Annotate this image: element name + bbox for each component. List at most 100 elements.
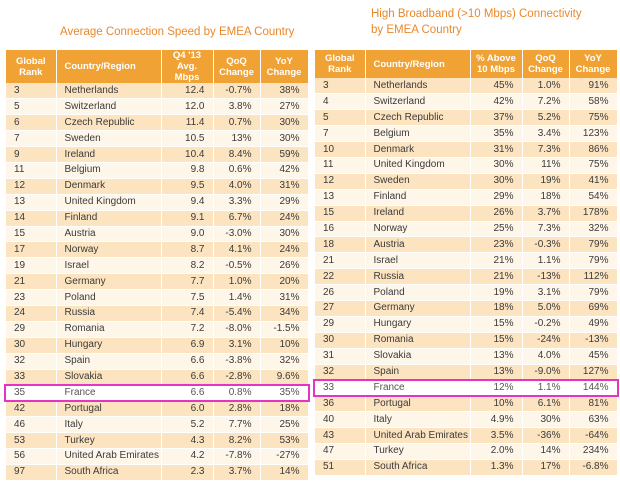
high-broadband-cell-qoq: -24% [522, 332, 570, 349]
high-broadband-cell-qoq: 3.1% [522, 284, 570, 301]
high-broadband-cell-qoq: -0.2% [522, 316, 570, 333]
high-broadband-cell-rank: 30 [315, 332, 366, 349]
high-broadband-header-value: % Above 10 Mbps [470, 50, 523, 78]
high-broadband-cell-value: 37% [470, 109, 523, 127]
high-broadband-cell-rank: 21 [315, 252, 366, 270]
high-broadband-cell-country: Russia [365, 268, 471, 286]
high-broadband-table: Global Rank Country/Region% Above 10 Mbps Qo… [315, 50, 618, 476]
avg-speed-body: 3 Netherlands 12.4 -0.7% 38% 5 Switzerland 12.0… [6, 83, 309, 481]
table-row: 11 United Kingdom 30% 11% 75% [315, 157, 618, 174]
high-broadband-cell-value: 13% [470, 348, 523, 365]
high-broadband-cell-country: France [365, 379, 471, 397]
avg-speed-header-yoy: YoY Change [260, 50, 309, 83]
table-row: 4 Switzerland 42% 7.2% 58% [315, 93, 618, 111]
avg-speed-cell-qoq: 8.4% [213, 146, 261, 163]
avg-speed-cell-rank: 56 [6, 448, 57, 465]
table-row: 35 France 6.6 0.8% 35% [6, 384, 309, 402]
avg-speed-cell-value: 7.4 [161, 305, 214, 322]
high-broadband-cell-rank: 7 [315, 125, 366, 143]
avg-speed-cell-qoq: 13% [213, 130, 261, 148]
table-row: 5 Czech Republic 37% 5.2% 75% [315, 109, 618, 127]
avg-speed-table: Global Rank Country/Region Q4 '13 Avg. Mbps Q… [6, 50, 309, 481]
avg-speed-cell-qoq: -7.8% [213, 448, 261, 465]
avg-speed-cell-value: 9.4 [161, 194, 214, 211]
high-broadband-cell-value: 4.9% [470, 411, 523, 429]
high-broadband-title-line2: by EMEA Country [371, 24, 462, 36]
high-broadband-cell-yoy: 112% [569, 268, 618, 286]
high-broadband-cell-value: 2.0% [470, 443, 523, 460]
high-broadband-cell-yoy: 69% [569, 300, 618, 317]
avg-speed-cell-yoy: 38% [260, 83, 309, 100]
avg-speed-cell-rank: 21 [6, 273, 57, 291]
avg-speed-cell-country: Netherlands [56, 83, 162, 100]
avg-speed-cell-yoy: 53% [260, 432, 309, 449]
high-broadband-cell-rank: 31 [315, 348, 366, 365]
avg-speed-cell-yoy: 27% [260, 98, 309, 116]
high-broadband-cell-rank: 43 [315, 427, 366, 444]
avg-speed-cell-qoq: 4.0% [213, 178, 261, 195]
high-broadband-cell-rank: 12 [315, 173, 366, 190]
avg-speed-cell-rank: 53 [6, 432, 57, 449]
avg-speed-cell-yoy: 32% [260, 353, 309, 370]
table-row: 7 Belgium 35% 3.4% 123% [315, 125, 618, 143]
avg-speed-cell-rank: 5 [6, 98, 57, 116]
high-broadband-cell-country: Portugal [365, 395, 471, 413]
avg-speed-cell-rank: 17 [6, 241, 57, 259]
avg-speed-cell-yoy: 9.6% [260, 369, 309, 386]
high-broadband-cell-country: Poland [365, 284, 471, 301]
high-broadband-cell-country: Netherlands [365, 78, 471, 95]
avg-speed-cell-country: Romania [56, 321, 162, 338]
avg-speed-cell-value: 4.3 [161, 432, 214, 449]
avg-speed-header-rank: Global Rank [6, 50, 57, 83]
high-broadband-cell-country: Finland [365, 189, 471, 206]
avg-speed-cell-yoy: 35% [260, 384, 309, 402]
avg-speed-cell-qoq: 8.2% [213, 432, 261, 449]
high-broadband-cell-rank: 26 [315, 284, 366, 301]
high-broadband-cell-yoy: 127% [569, 364, 618, 381]
high-broadband-cell-yoy: 75% [569, 109, 618, 127]
high-broadband-cell-qoq: 17% [522, 459, 570, 476]
avg-speed-cell-value: 8.7 [161, 241, 214, 259]
high-broadband-cell-country: Norway [365, 221, 471, 238]
avg-speed-cell-country: Russia [56, 305, 162, 322]
high-broadband-cell-value: 26% [470, 205, 523, 222]
high-broadband-cell-rank: 40 [315, 411, 366, 429]
avg-speed-cell-rank: 14 [6, 210, 57, 227]
table-row: 56 United Arab Emirates 4.2 -7.8% -27% [6, 448, 309, 465]
high-broadband-cell-country: Switzerland [365, 93, 471, 111]
high-broadband-cell-yoy: 63% [569, 411, 618, 429]
high-broadband-cell-country: Belgium [365, 125, 471, 143]
high-broadband-cell-country: Denmark [365, 141, 471, 158]
avg-speed-cell-country: Spain [56, 353, 162, 370]
avg-speed-cell-value: 10.4 [161, 146, 214, 163]
high-broadband-cell-rank: 22 [315, 268, 366, 286]
high-broadband-cell-yoy: 144% [569, 379, 618, 397]
table-row: 32 Spain 6.6 -3.8% 32% [6, 353, 309, 370]
high-broadband-cell-country: Israel [365, 252, 471, 270]
table-row: 33 Slovakia 6.6 -2.8% 9.6% [6, 369, 309, 386]
avg-speed-cell-country: Belgium [56, 162, 162, 179]
avg-speed-title: Average Connection Speed by EMEA Country [6, 0, 308, 50]
high-broadband-cell-qoq: 11% [522, 157, 570, 174]
avg-speed-header-country: Country/Region [56, 50, 162, 83]
avg-speed-cell-rank: 9 [6, 146, 57, 163]
avg-speed-cell-value: 2.3 [161, 464, 214, 481]
high-broadband-cell-value: 15% [470, 332, 523, 349]
avg-speed-cell-qoq: -0.7% [213, 83, 261, 100]
high-broadband-cell-value: 18% [470, 300, 523, 317]
avg-speed-cell-yoy: 20% [260, 273, 309, 291]
high-broadband-cell-qoq: 7.2% [522, 93, 570, 111]
high-broadband-cell-rank: 3 [315, 78, 366, 95]
table-row: 3 Netherlands 45% 1.0% 91% [315, 78, 618, 95]
avg-speed-cell-qoq: 0.8% [213, 384, 261, 402]
high-broadband-body: 3 Netherlands 45% 1.0% 91% 4 Switzerland 42% 7.2… [315, 78, 618, 476]
table-row: 15 Austria 9.0 -3.0% 30% [6, 226, 309, 243]
avg-speed-cell-qoq: 3.3% [213, 194, 261, 211]
avg-speed-cell-yoy: 59% [260, 146, 309, 163]
avg-speed-cell-rank: 6 [6, 114, 57, 132]
high-broadband-cell-rank: 27 [315, 300, 366, 317]
avg-speed-cell-yoy: 14% [260, 464, 309, 481]
avg-speed-title-line1: Average Connection Speed by EMEA Country [60, 26, 295, 38]
high-broadband-cell-qoq: -9.0% [522, 364, 570, 381]
high-broadband-cell-qoq: 1.1% [522, 252, 570, 270]
